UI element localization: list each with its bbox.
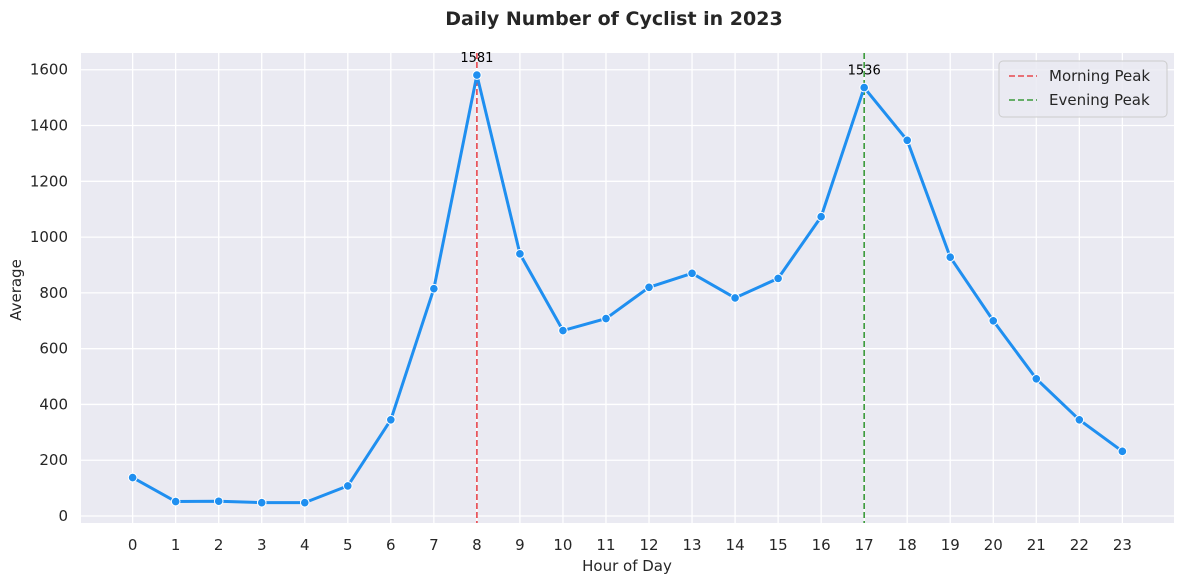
data-point [945, 252, 956, 262]
x-tick-label: 11 [596, 536, 615, 554]
legend-label: Evening Peak [1049, 91, 1150, 109]
data-point [472, 70, 482, 80]
y-tick-label: 0 [58, 507, 68, 525]
data-point [515, 249, 525, 259]
x-tick-label: 3 [257, 536, 267, 554]
annotations: 1581 1536 [460, 51, 880, 79]
reference-lines [476, 53, 865, 523]
x-tick-label: 10 [553, 536, 572, 554]
x-tick-label: 14 [726, 536, 745, 554]
y-tick-label: 600 [39, 340, 68, 358]
x-tick-label: 1 [171, 536, 181, 554]
x-axis-ticks: 0 1 2 3 4 5 6 7 8 9 10 11 12 13 14 15 16 17 18 19 20 21 22 23 [128, 536, 1132, 554]
data-point [687, 268, 697, 279]
x-tick-label: 17 [855, 536, 874, 554]
data-point [429, 283, 439, 294]
data-point [127, 472, 138, 483]
data-point [213, 496, 224, 507]
data-point [773, 273, 783, 284]
x-tick-label: 20 [984, 536, 1003, 554]
x-tick-label: 15 [769, 536, 788, 554]
data-point [902, 135, 913, 146]
data-label: 1581 [460, 51, 493, 66]
x-tick-label: 22 [1070, 536, 1089, 554]
y-tick-label: 400 [39, 395, 68, 413]
y-tick-label: 1200 [30, 172, 68, 190]
y-tick-label: 800 [39, 284, 68, 302]
data-point [859, 82, 869, 93]
y-axis-ticks: 0 200 400 600 800 1000 1200 1400 1600 [30, 61, 68, 525]
data-point [386, 414, 396, 425]
data-point [342, 481, 353, 491]
data-point [1074, 414, 1085, 425]
legend: Morning Peak Evening Peak [998, 60, 1168, 118]
x-tick-label: 19 [941, 536, 960, 554]
series-layer [127, 70, 1128, 508]
data-point [170, 496, 181, 507]
data-point [644, 282, 654, 293]
series-line [131, 73, 1124, 505]
y-axis-label: Average [7, 259, 25, 321]
data-point [256, 497, 267, 508]
x-tick-label: 12 [639, 536, 658, 554]
data-point [816, 211, 826, 222]
data-point [299, 497, 310, 508]
x-tick-label: 23 [1113, 536, 1132, 554]
data-point [1117, 446, 1128, 457]
data-point [730, 293, 740, 303]
data-point [601, 313, 611, 324]
x-tick-label: 4 [300, 536, 310, 554]
x-tick-label: 5 [343, 536, 353, 554]
data-point [558, 325, 568, 336]
x-tick-label: 18 [898, 536, 917, 554]
data-point [1031, 373, 1042, 384]
data-label: 1536 [848, 64, 881, 79]
x-tick-label: 16 [812, 536, 831, 554]
x-tick-label: 7 [429, 536, 439, 554]
y-tick-label: 1400 [30, 117, 68, 135]
y-tick-label: 1600 [30, 61, 68, 79]
chart-title: Daily Number of Cyclist in 2023 [445, 8, 782, 30]
legend-box [998, 60, 1168, 118]
x-axis-label: Hour of Day [582, 557, 672, 575]
y-tick-label: 1000 [30, 228, 68, 246]
plot-area [81, 53, 1174, 523]
y-tick-label: 200 [39, 451, 68, 469]
x-tick-label: 6 [386, 536, 396, 554]
x-tick-label: 8 [472, 536, 482, 554]
x-tick-label: 9 [515, 536, 525, 554]
legend-label: Morning Peak [1049, 67, 1150, 85]
x-tick-label: 21 [1027, 536, 1046, 554]
x-tick-label: 13 [683, 536, 702, 554]
x-tick-label: 0 [128, 536, 138, 554]
data-point [988, 315, 999, 326]
x-tick-label: 2 [214, 536, 224, 554]
